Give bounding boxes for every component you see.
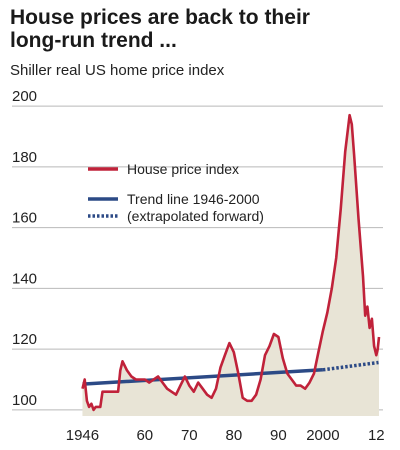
chart-subtitle: Shiller real US home price index bbox=[10, 62, 225, 79]
x-tick-label: 80 bbox=[225, 427, 242, 444]
x-tick-label: 60 bbox=[136, 427, 153, 444]
area-fill bbox=[82, 115, 380, 416]
chart-title: House prices are back to their long-run … bbox=[10, 6, 385, 52]
title-line-2: long-run trend ... bbox=[10, 29, 177, 52]
legend: House price index Trend line 1946-2000 (… bbox=[88, 161, 264, 224]
y-axis-labels: 100 120 140 160 180 200 bbox=[12, 88, 37, 409]
trend-line bbox=[82, 368, 324, 386]
legend-label-extrapolated: (extrapolated forward) bbox=[127, 208, 264, 224]
y-tick-label: 100 bbox=[12, 392, 37, 409]
y-tick-label: 160 bbox=[12, 210, 37, 227]
series-lines bbox=[81, 113, 381, 412]
trend-line-extrapolated bbox=[322, 360, 379, 372]
x-tick-label: 12 bbox=[368, 427, 385, 444]
x-tick-label: 90 bbox=[270, 427, 287, 444]
legend-label-house-price: House price index bbox=[127, 161, 239, 177]
x-axis-labels: 1946 60 70 80 90 2000 12 bbox=[66, 427, 385, 444]
y-tick-label: 120 bbox=[12, 331, 37, 348]
x-tick-label: 2000 bbox=[306, 427, 339, 444]
legend-label-trend: Trend line 1946-2000 bbox=[127, 191, 260, 207]
x-tick-label: 70 bbox=[181, 427, 198, 444]
x-tick-label: 1946 bbox=[66, 427, 99, 444]
y-tick-label: 140 bbox=[12, 270, 37, 287]
house-price-line bbox=[81, 113, 381, 412]
y-tick-label: 200 bbox=[12, 88, 37, 105]
y-tick-label: 180 bbox=[12, 149, 37, 166]
title-line-1: House prices are back to their bbox=[10, 6, 310, 29]
